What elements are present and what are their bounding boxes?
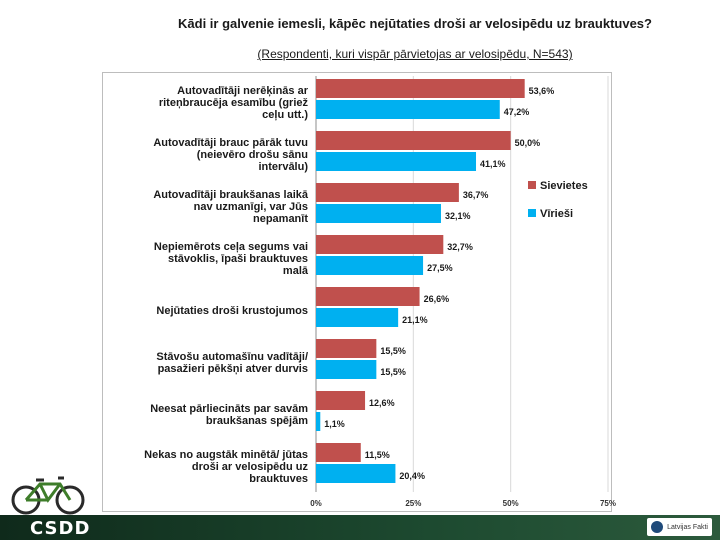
chart-title: Kādi ir galvenie iemesli, kāpēc nejūtati…	[178, 16, 652, 31]
data-label: 53,6%	[529, 86, 555, 96]
bar-virieshi	[316, 152, 477, 171]
bar-virieshi	[316, 256, 424, 275]
csdd-logo: CSDD	[30, 518, 91, 539]
category-label: braukšanas spējām	[206, 415, 308, 427]
bar-sievietes	[316, 131, 511, 150]
data-label: 12,6%	[369, 398, 395, 408]
data-label: 21,1%	[402, 315, 428, 325]
bar-virieshi	[316, 308, 399, 327]
bicycle-icon	[11, 476, 85, 515]
latvijas-fakti-text: Latvijas Fakti	[667, 523, 708, 531]
category-label: brauktuves	[249, 473, 308, 485]
category-label: nepamanīt	[253, 213, 308, 225]
category-label: Nekas no augstāk minētā/ jūtas	[144, 449, 308, 461]
bar-virieshi	[316, 204, 441, 223]
category-label: nav uzmanīgi, var Jūs	[194, 201, 308, 213]
x-tick-label: 50%	[503, 499, 519, 508]
data-label: 27,5%	[427, 263, 453, 273]
bar-sievietes	[316, 391, 366, 410]
data-label: 20,4%	[399, 471, 425, 481]
bar-sievietes	[316, 79, 525, 98]
data-label: 50,0%	[515, 138, 541, 148]
data-label: 1,1%	[324, 419, 345, 429]
data-label: 47,2%	[504, 107, 530, 117]
category-label: riteņbraucēja esamību (griež	[159, 97, 309, 109]
bar-sievietes	[316, 183, 459, 202]
x-tick-label: 25%	[405, 499, 421, 508]
footer-bar	[0, 515, 720, 540]
bar-virieshi	[316, 100, 500, 119]
category-label: Stāvošu automašīnu vadītāji/	[156, 351, 308, 363]
bar-sievietes	[316, 339, 377, 358]
x-tick-label: 0%	[310, 499, 322, 508]
bar-virieshi	[316, 464, 396, 483]
category-label: ceļu utt.)	[262, 109, 308, 121]
data-label: 15,5%	[380, 346, 406, 356]
bar-sievietes	[316, 235, 444, 254]
data-label: 32,7%	[447, 242, 473, 252]
chart-subtitle: (Respondenti, kuri vispār pārvietojas ar…	[257, 47, 573, 61]
data-label: 32,1%	[445, 211, 471, 221]
data-label: 15,5%	[380, 367, 406, 377]
x-tick-label: 75%	[600, 499, 616, 508]
bar-sievietes	[316, 443, 361, 462]
category-label: Nepiemērots ceļa segums vai	[154, 241, 308, 253]
legend-label: Vīrieši	[540, 208, 573, 220]
data-label: 26,6%	[424, 294, 450, 304]
latvijas-fakti-logo: Latvijas Fakti	[647, 518, 712, 536]
category-label: Neesat pārliecināts par savām	[150, 403, 308, 415]
category-label: Autovadītāji brauc pārāk tuvu	[153, 137, 308, 149]
legend-swatch-virieshi	[528, 209, 536, 217]
chart-frame	[102, 72, 612, 512]
data-label: 36,7%	[463, 190, 489, 200]
bar-virieshi	[316, 360, 377, 379]
legend-swatch-sievietes	[528, 181, 536, 189]
data-label: 41,1%	[480, 159, 506, 169]
category-label: Autovadītāji nerēķinās ar	[177, 85, 309, 97]
data-label: 11,5%	[365, 450, 390, 460]
category-label: (neievēro drošu sānu	[197, 149, 308, 161]
category-label: stāvoklis, īpaši brauktuves	[168, 253, 308, 265]
category-label: Nejūtaties droši krustojumos	[156, 305, 308, 317]
category-label: malā	[283, 265, 309, 277]
category-label: intervālu)	[258, 161, 308, 173]
category-label: pasažieri pēkšņi atver durvis	[158, 363, 308, 375]
category-label: droši ar velosipēdu uz	[192, 461, 309, 473]
bar-sievietes	[316, 287, 420, 306]
bar-virieshi	[316, 412, 321, 431]
legend-label: Sievietes	[540, 180, 588, 192]
latvijas-fakti-mark-icon	[651, 521, 664, 533]
category-label: Autovadītāji braukšanas laikā	[153, 189, 309, 201]
